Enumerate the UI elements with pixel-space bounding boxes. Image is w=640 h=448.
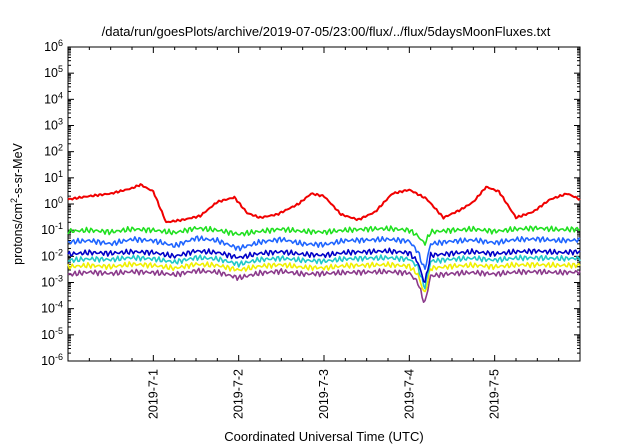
- y-tick-label-exponent: -5: [55, 326, 63, 336]
- y-tick-label: 10-1: [41, 221, 63, 237]
- y-tick-label-exponent: -3: [55, 274, 63, 284]
- x-tick-label: 2019-7-2: [232, 369, 246, 419]
- y-tick-label-exponent: 4: [58, 90, 63, 100]
- y-axis-label-units: -s-sr-MeV: [11, 142, 25, 198]
- y-tick-label-base: 10: [44, 119, 58, 133]
- y-tick-label: 102: [44, 143, 63, 159]
- y-tick-label-base: 10: [44, 92, 58, 106]
- y-tick-label: 100: [44, 195, 63, 211]
- y-tick-label-exponent: 5: [58, 64, 63, 74]
- y-tick-label-base: 10: [41, 223, 55, 237]
- chart-title: /data/run/goesPlots/archive/2019-07-05/2…: [102, 24, 551, 39]
- x-tick-label: 2019-7-4: [402, 369, 416, 419]
- y-tick-label-exponent: -6: [55, 352, 63, 362]
- y-tick-label-base: 10: [44, 171, 58, 185]
- x-axis-ticks: 2019-7-1 2019-7-2 2019-7-3 2019-7-4 2019-7-5: [88, 47, 560, 419]
- series-line: [67, 261, 581, 293]
- y-tick-label-exponent: 2: [58, 143, 63, 153]
- y-axis-ticks: 10-610-510-410-310-210-11001011021031041…: [41, 38, 580, 368]
- y-tick-label-base: 10: [41, 302, 55, 316]
- y-tick-label-exponent: 3: [58, 117, 63, 127]
- y-tick-label: 106: [44, 38, 63, 54]
- y-tick-label-base: 10: [44, 40, 58, 54]
- x-axis-label: Coordinated Universal Time (UTC): [224, 429, 423, 444]
- y-tick-label: 10-3: [41, 274, 63, 290]
- series-line: [67, 254, 581, 290]
- y-tick-label-base: 10: [44, 66, 58, 80]
- series-line: [67, 183, 581, 224]
- y-tick-label-exponent: -1: [55, 221, 63, 231]
- y-tick-label: 105: [44, 64, 63, 80]
- y-tick-label: 104: [44, 90, 63, 106]
- y-axis-label-base: protons/cm: [11, 203, 25, 265]
- plot-frame: [67, 46, 581, 362]
- y-tick-label: 10-4: [41, 300, 63, 316]
- y-axis-label-superscript: 2: [9, 198, 19, 203]
- y-tick-label: 103: [44, 117, 63, 133]
- x-tick-label: 2019-7-3: [317, 369, 331, 419]
- series-line: [67, 235, 581, 270]
- x-tick-label: 2019-7-5: [488, 369, 502, 419]
- y-tick-label-base: 10: [41, 276, 55, 290]
- series-line: [67, 225, 581, 246]
- y-axis-label: protons/cm2-s-sr-MeV: [9, 142, 25, 264]
- y-tick-label: 10-5: [41, 326, 63, 342]
- y-tick-label-base: 10: [44, 145, 58, 159]
- y-tick-label-exponent: -4: [55, 300, 63, 310]
- y-tick-label-exponent: 1: [58, 169, 63, 179]
- y-tick-label-exponent: -2: [55, 247, 63, 257]
- series-layer: [67, 183, 581, 303]
- y-tick-label-base: 10: [41, 328, 55, 342]
- x-tick-label: 2019-7-1: [146, 369, 160, 419]
- series-line: [67, 247, 581, 283]
- series-line: [67, 267, 581, 303]
- y-tick-label-base: 10: [44, 197, 58, 211]
- y-tick-label-base: 10: [41, 354, 55, 368]
- y-tick-label-exponent: 0: [58, 195, 63, 205]
- y-tick-label: 10-2: [41, 247, 63, 263]
- plot-area: [67, 46, 581, 362]
- y-tick-label: 10-6: [41, 352, 63, 368]
- y-tick-label-base: 10: [41, 249, 55, 263]
- y-tick-label: 101: [44, 169, 63, 185]
- y-tick-label-exponent: 6: [58, 38, 63, 48]
